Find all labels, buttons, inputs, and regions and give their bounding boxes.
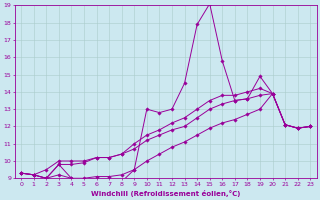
X-axis label: Windchill (Refroidissement éolien,°C): Windchill (Refroidissement éolien,°C) xyxy=(91,190,240,197)
